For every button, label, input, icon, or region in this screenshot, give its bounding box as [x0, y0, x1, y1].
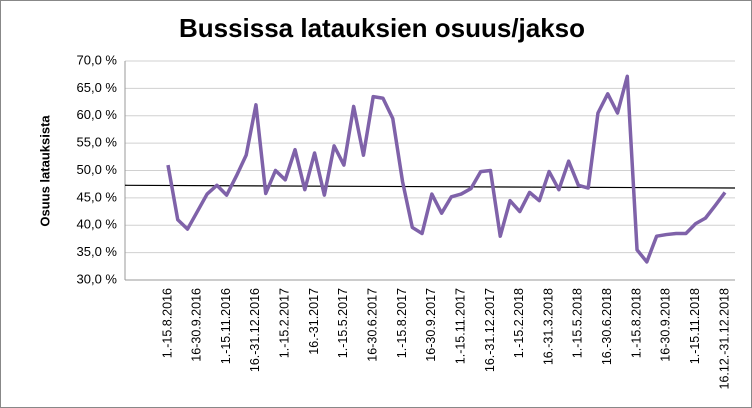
x-tick-label: 16-30.9.2016 [190, 288, 204, 362]
x-tick-label: 16.-31.12.2016 [248, 288, 262, 372]
x-tick-label: 1.-15.2.2018 [512, 288, 526, 358]
x-tick-label: 1.-15.11.2018 [688, 288, 702, 364]
y-tick-label: 65,0 % [77, 80, 118, 95]
x-tick-label: 1.-15.8.2016 [160, 288, 174, 358]
x-tick-label: 1.-15.5.2017 [336, 288, 350, 358]
y-tick-label: 45,0 % [77, 189, 118, 204]
x-tick-label: 16.12.-31.12.2018 [717, 288, 731, 390]
x-tick-label: 16-30.9.2018 [659, 288, 673, 362]
y-tick-label: 35,0 % [77, 244, 118, 259]
x-tick-label: 16.-31.2017 [307, 288, 321, 355]
x-tick-label: 16-30.6.2017 [366, 288, 380, 362]
chart-title: Bussissa latauksien osuus/jakso [179, 13, 585, 43]
y-tick-label: 70,0 % [77, 52, 118, 67]
y-tick-label: 55,0 % [77, 135, 118, 150]
y-tick-label: 50,0 % [77, 162, 118, 177]
x-tick-label: 16.-31.3.2018 [541, 288, 555, 365]
y-tick-label: 40,0 % [77, 217, 118, 232]
x-tick-label: 1.-15.8.2017 [395, 288, 409, 358]
x-tick-label: 1.-15.8.2018 [629, 288, 643, 358]
x-tick-label: 1.-15.2.2017 [278, 288, 292, 358]
y-tick-label: 30,0 % [77, 271, 118, 286]
x-tick-label: 1.-15.11.2016 [219, 288, 233, 364]
y-axis-label: Osuus latauksista [37, 115, 52, 227]
x-tick-label: 1.-15.11.2017 [453, 288, 467, 364]
x-tick-label: 16-30.9.2017 [424, 288, 438, 362]
x-tick-label: 1.-15.5.2018 [571, 288, 585, 358]
data-line [166, 74, 727, 264]
x-tick-label: 16.-30.6.2018 [600, 288, 614, 365]
y-tick-label: 60,0 % [77, 107, 118, 122]
x-tick-label: 16.-31.12.2017 [483, 288, 497, 372]
